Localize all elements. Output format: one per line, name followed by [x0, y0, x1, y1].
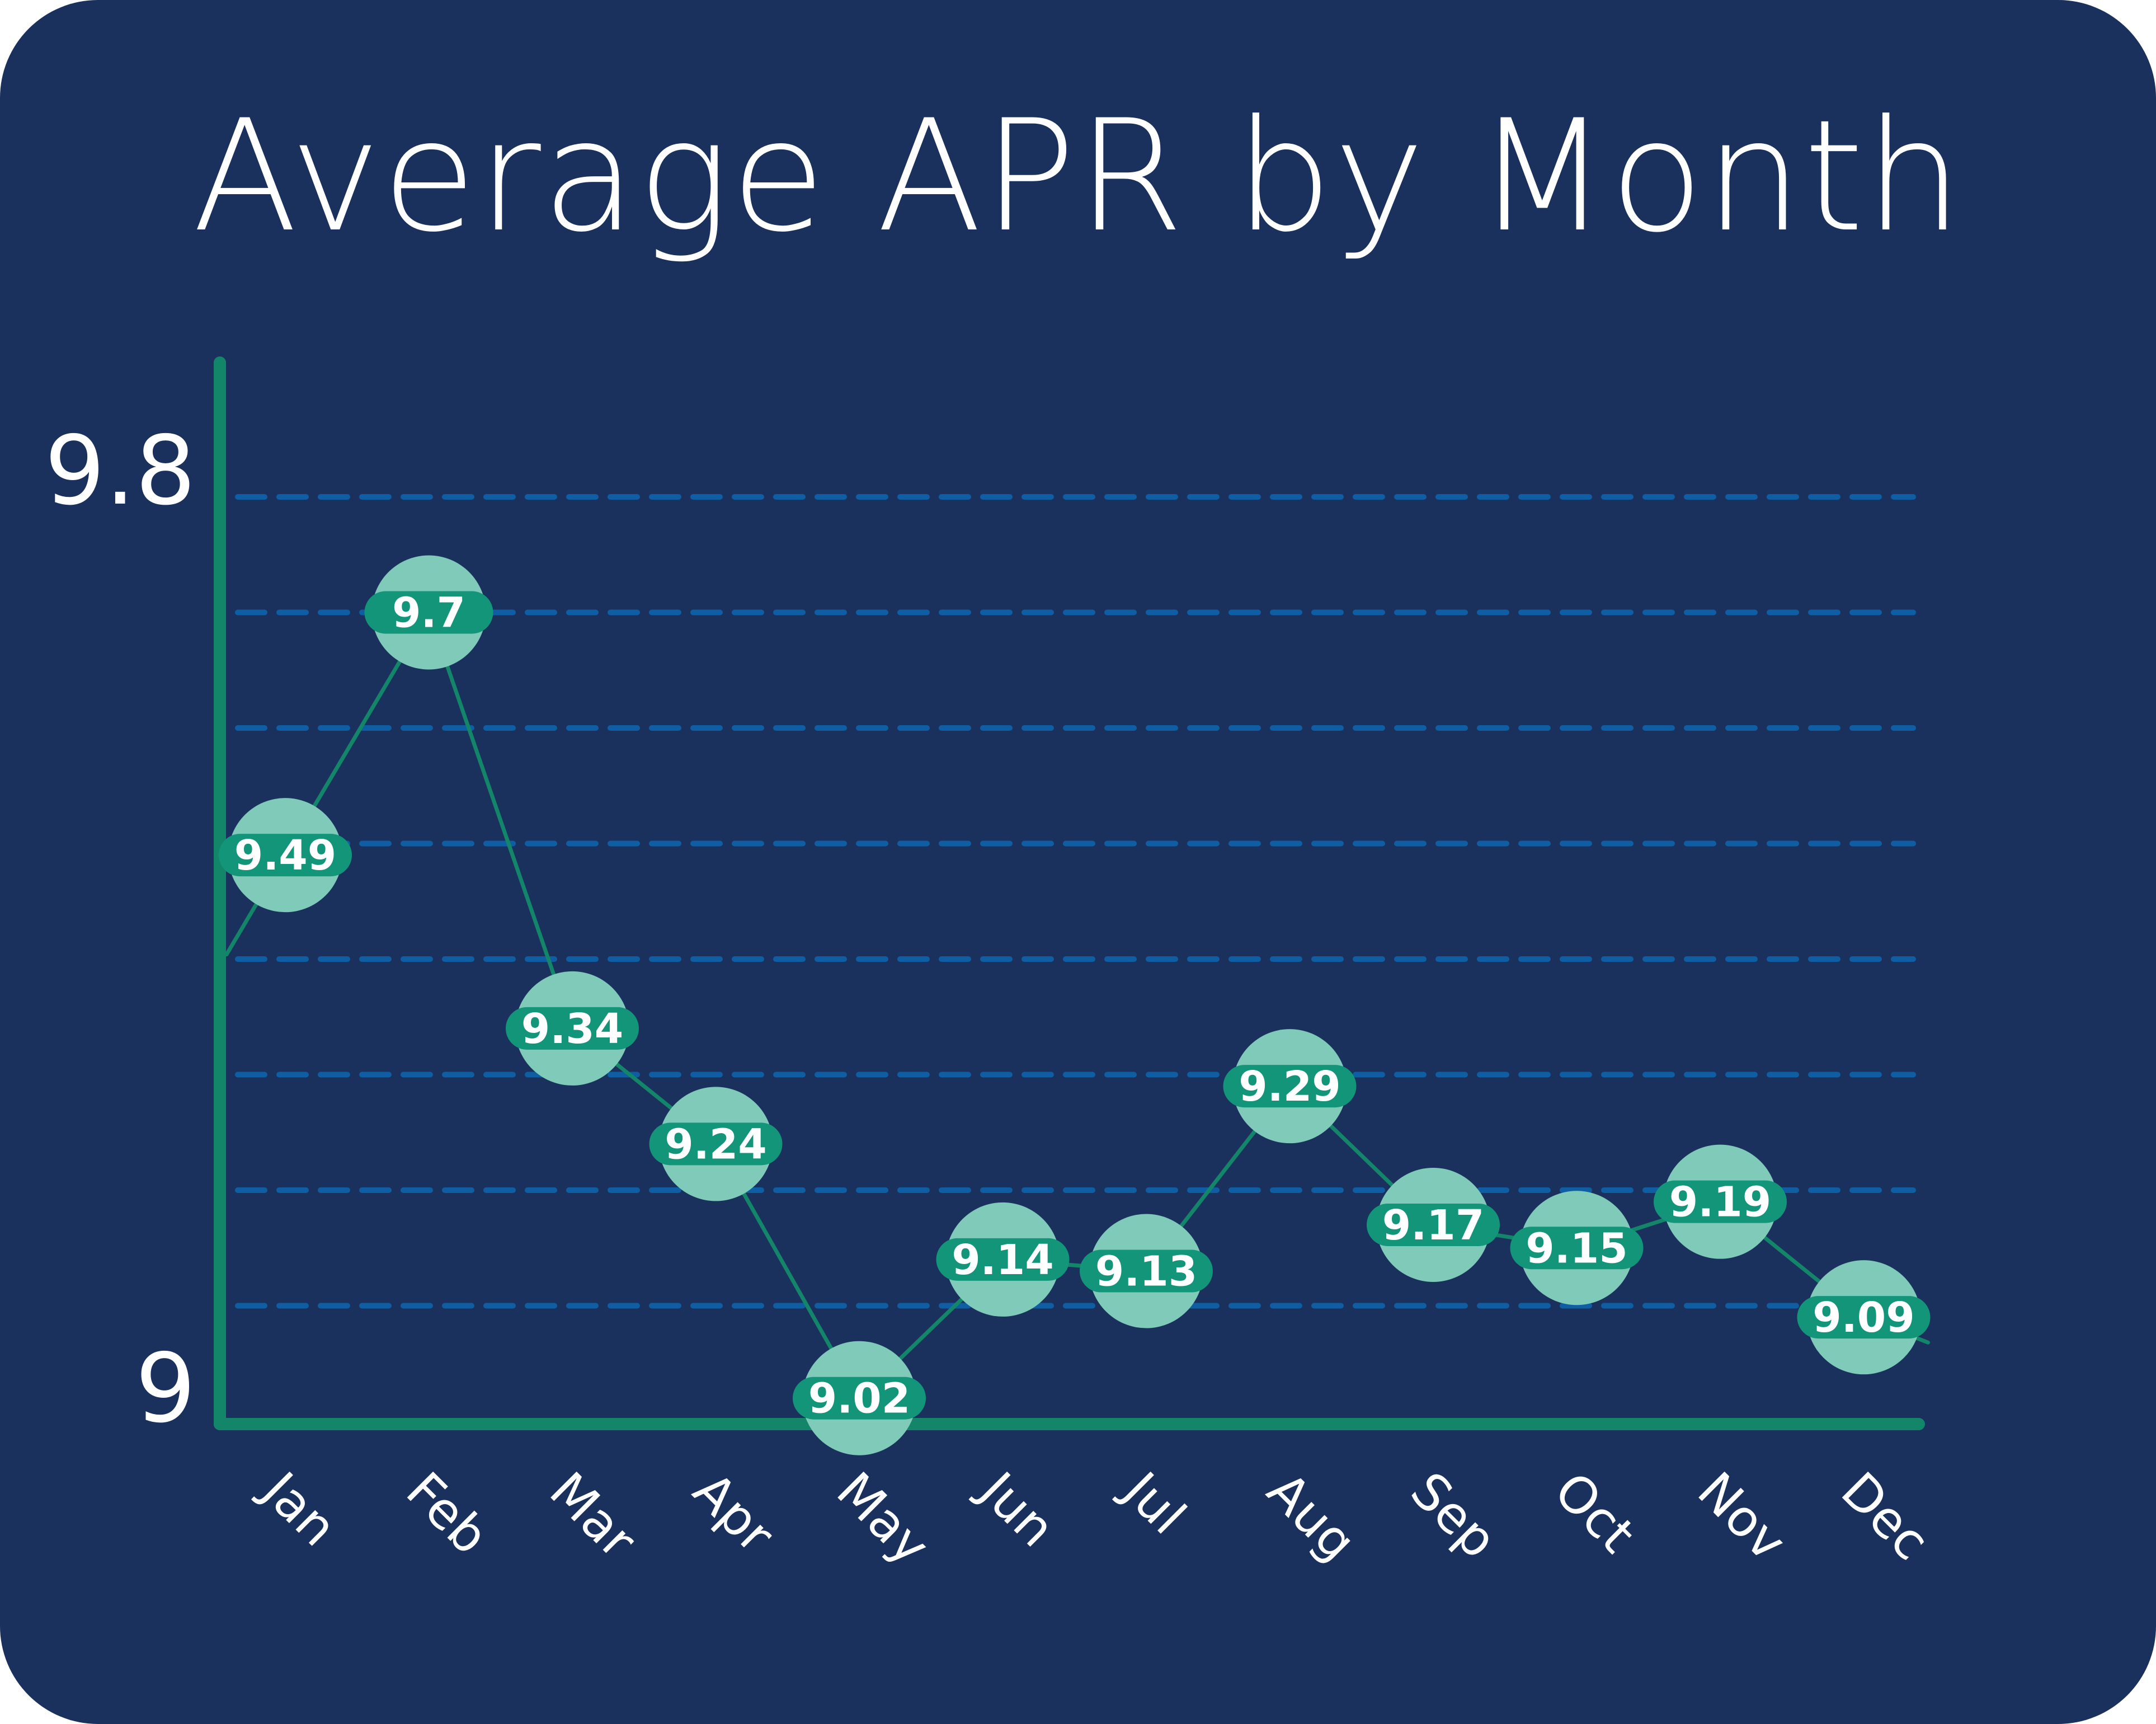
data-label: 9.15 — [1526, 1224, 1628, 1272]
x-tick-label: Nov — [1686, 1461, 1797, 1572]
data-label-badge — [1797, 1296, 1931, 1339]
data-label-badge — [364, 591, 493, 634]
y-tick-label: 9.8 — [45, 416, 196, 527]
data-markers: 9.49 9.7 9.34 9.24 9.02 9.14 9.13 9.29 9.17 9.15 9… — [219, 555, 1931, 1455]
x-tick-label: Dec — [1830, 1461, 1940, 1571]
data-label-badge — [936, 1238, 1070, 1281]
data-label: 9.19 — [1669, 1178, 1772, 1227]
data-label: 9.29 — [1239, 1063, 1341, 1111]
data-label: 9.24 — [665, 1120, 767, 1168]
x-tick-label: Aug — [1256, 1461, 1367, 1572]
x-tick-label: Jun — [967, 1459, 1066, 1558]
tick-labels: 9.8 9 Jan Feb Mar Apr May Jun Jul Aug Sep Oct Nov Dec — [45, 416, 1941, 1576]
x-tick-label: May — [825, 1461, 940, 1576]
data-label: 9.49 — [234, 832, 337, 880]
x-tick-label: Sep — [1399, 1461, 1508, 1570]
data-label-badge — [1080, 1249, 1213, 1293]
data-label-badge — [1367, 1203, 1500, 1246]
data-label: 9.09 — [1813, 1294, 1915, 1342]
data-label-badge — [1510, 1227, 1644, 1270]
grid-lines — [235, 494, 1916, 1309]
data-label: 9.14 — [952, 1236, 1054, 1284]
x-tick-label: Apr — [682, 1461, 785, 1564]
x-tick-label: Jan — [250, 1459, 348, 1558]
x-tick-label: Oct — [1543, 1461, 1646, 1564]
data-label-badge — [649, 1122, 783, 1166]
data-label-badge — [506, 1007, 639, 1050]
data-label: 9.34 — [521, 1005, 624, 1053]
data-label: 9.02 — [808, 1375, 911, 1423]
data-label-badge — [1654, 1180, 1787, 1223]
x-tick-label: Mar — [538, 1461, 647, 1570]
chart-title: Average APR by Month — [192, 87, 1964, 266]
x-tick-label: Feb — [395, 1461, 500, 1566]
data-label: 9.17 — [1382, 1201, 1485, 1249]
data-label: 9.7 — [392, 589, 465, 637]
y-tick-label: 9 — [135, 1333, 196, 1444]
data-label-badge — [1223, 1065, 1357, 1108]
data-label: 9.13 — [1095, 1248, 1198, 1296]
data-label-badge — [793, 1377, 926, 1420]
axes — [214, 356, 1925, 1430]
data-label-badge — [219, 834, 352, 877]
x-tick-label: Jul — [1110, 1459, 1197, 1546]
